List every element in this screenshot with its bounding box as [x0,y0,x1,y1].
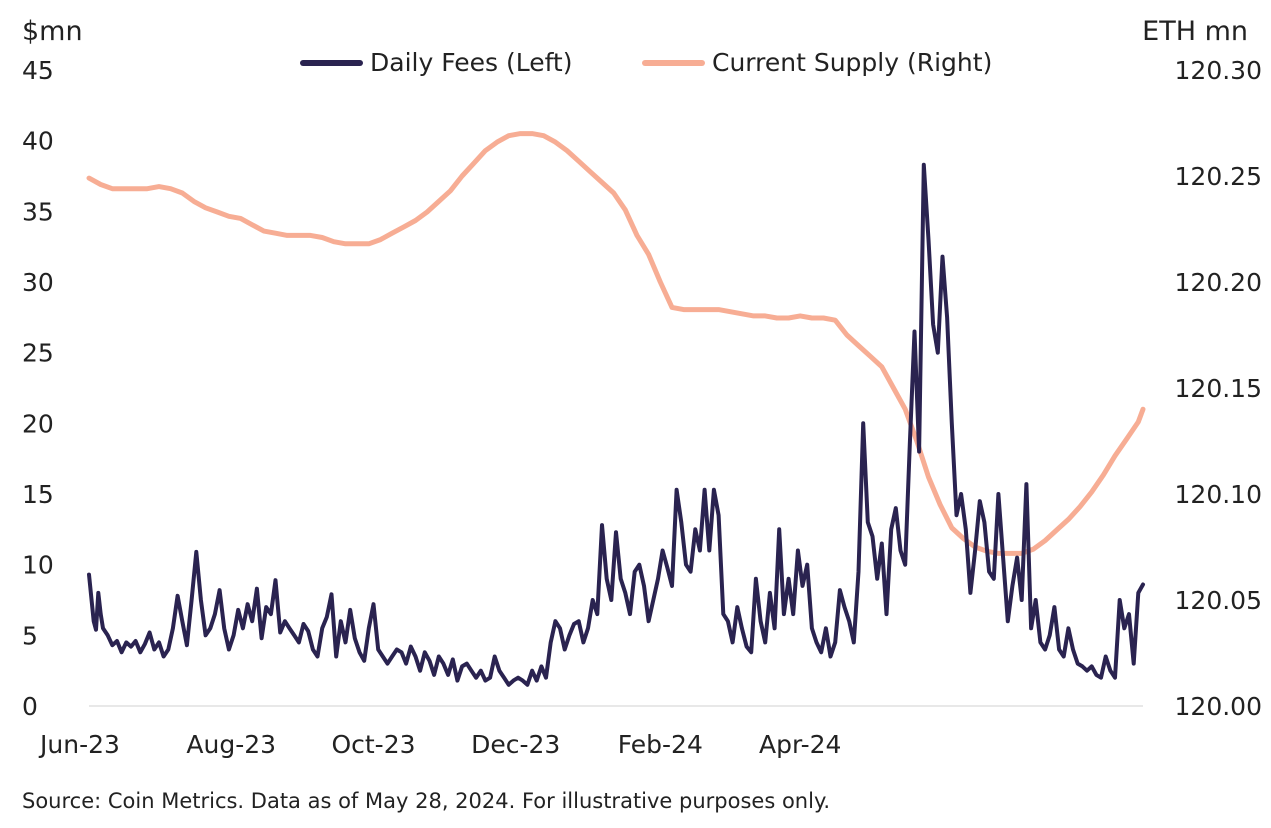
right-axis-ticks: 120.00 120.05 120.10 120.15 120.20 120.25 120.… [1175,56,1262,721]
x-tick-label: Apr-24 [759,730,841,759]
left-tick-label: 15 [22,480,54,509]
x-axis-ticks: Jun-23 Aug-23 Oct-23 Dec-23 Feb-24 Apr-24 [38,730,841,759]
left-tick-label: 10 [22,551,54,580]
left-tick-label: 0 [22,692,38,721]
x-tick-label: Feb-24 [618,730,703,759]
right-tick-label: 120.05 [1175,586,1262,615]
right-tick-label: 120.00 [1175,692,1262,721]
left-tick-label: 35 [22,197,54,226]
legend-daily-fees-label: Daily Fees (Left) [370,48,573,77]
left-axis-unit: $mn [22,16,83,47]
left-tick-label: 30 [22,268,54,297]
x-tick-label: Dec-23 [471,730,560,759]
left-tick-label: 5 [22,621,38,650]
source-note: Source: Coin Metrics. Data as of May 28,… [22,789,830,813]
legend-current-supply-label: Current Supply (Right) [712,48,992,77]
right-tick-label: 120.15 [1175,374,1262,403]
x-tick-label: Jun-23 [38,730,120,759]
right-axis-unit: ETH mn [1142,16,1248,47]
right-tick-label: 120.20 [1175,268,1262,297]
right-tick-label: 120.25 [1175,162,1262,191]
left-tick-label: 40 [22,127,54,156]
x-tick-label: Aug-23 [186,730,276,759]
right-tick-label: 120.10 [1175,480,1262,509]
daily-fees-line [87,162,1145,687]
legend: Daily Fees (Left) Current Supply (Right) [300,48,992,77]
left-tick-label: 45 [22,56,54,85]
left-axis-ticks: 0 5 10 15 20 25 30 35 40 45 [22,56,54,721]
x-tick-label: Oct-23 [331,730,415,759]
left-tick-label: 20 [22,409,54,438]
left-tick-label: 25 [22,339,54,368]
current-supply-line [86,131,1146,556]
right-tick-label: 120.30 [1175,56,1262,85]
